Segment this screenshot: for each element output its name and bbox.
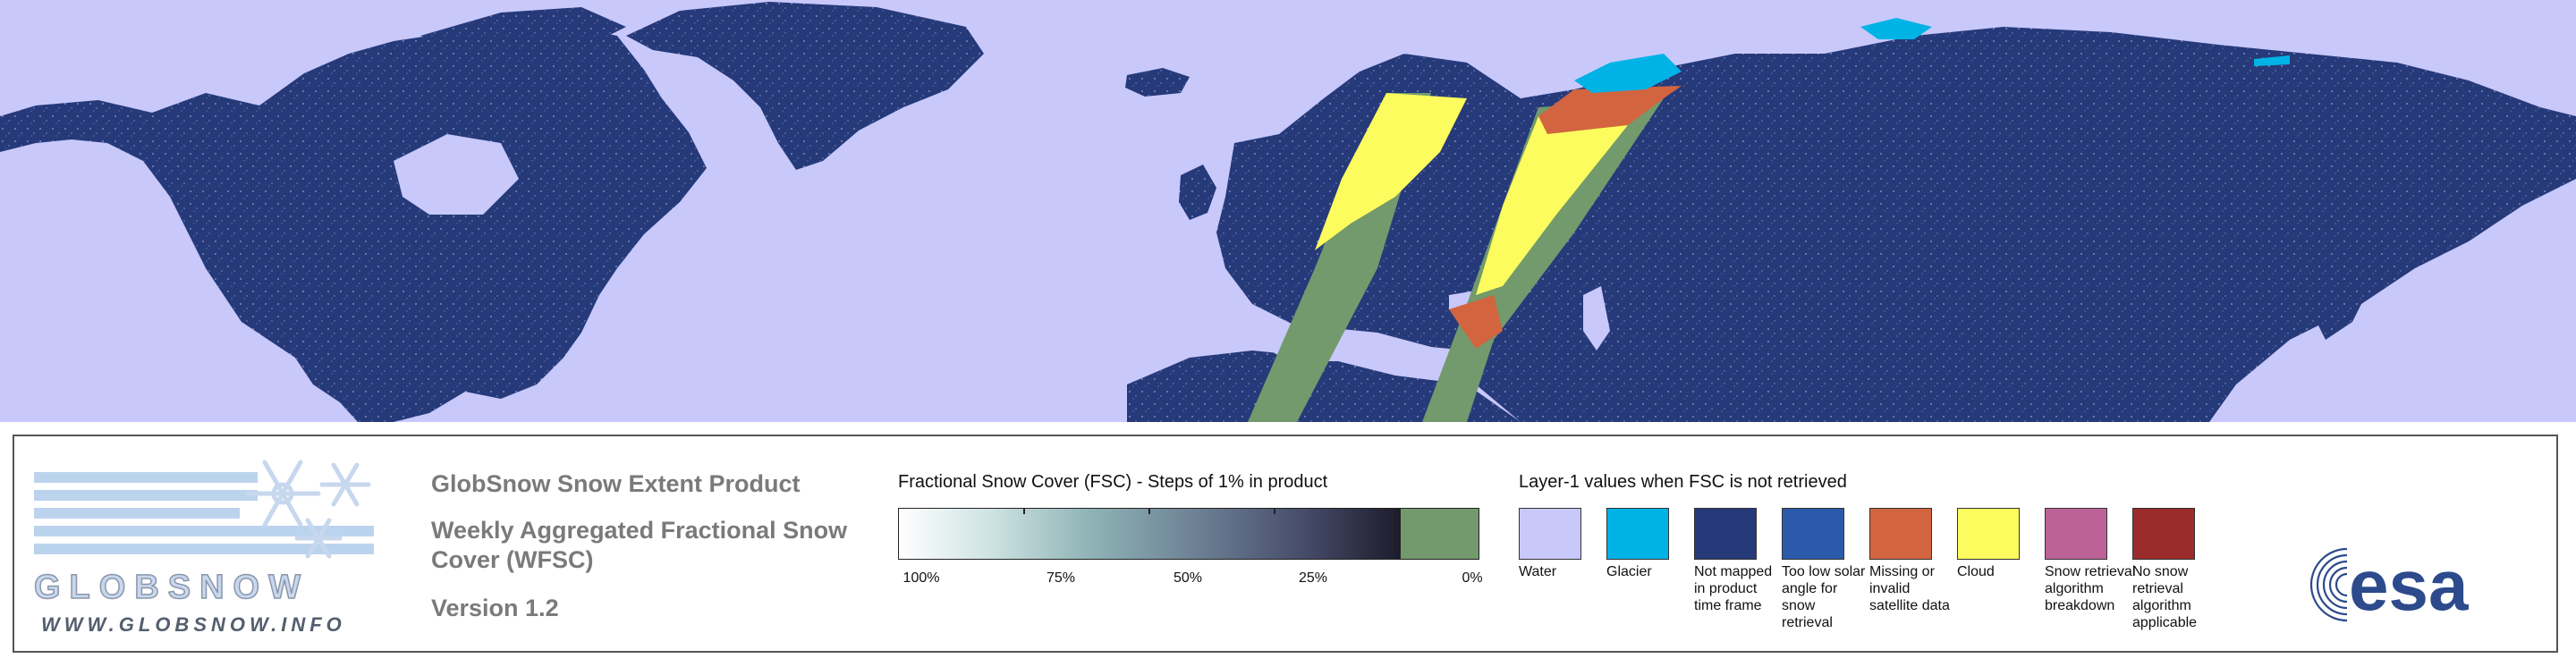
logo-stripe: [34, 526, 374, 536]
swath-east-missing: [1538, 86, 1682, 134]
glacier-franz-josef: [1860, 18, 1932, 39]
layer1-swatch: [1606, 508, 1669, 560]
layer1-swatch: [1694, 508, 1757, 560]
fsc-legend-title: Fractional Snow Cover (FSC) - Steps of 1…: [898, 472, 1328, 492]
logo-url: WWW.GLOBSNOW.INFO: [41, 613, 346, 636]
landmass-japan: [2317, 268, 2370, 340]
logo-stripe: [34, 472, 258, 483]
fsc-tick: [1023, 508, 1025, 514]
layer1-swatch-label: Water: [1519, 564, 1557, 579]
swath-missing-south: [1449, 295, 1503, 349]
fsc-tick-label: 50%: [1173, 570, 1203, 586]
fsc-tick-label: 100%: [902, 570, 940, 586]
snow-cover-map: [0, 0, 2576, 422]
map-svg: [0, 2, 2576, 422]
product-title: GlobSnow Snow Extent Product: [431, 470, 801, 497]
layer1-swatch-label: Too low solar angle for snow retrieval: [1782, 564, 1866, 630]
esa-logo: esa: [2309, 542, 2469, 631]
logo-stripe: [34, 508, 240, 519]
layer1-swatch-label: Snow retrieval algorithm breakdown: [2045, 564, 2136, 613]
layer1-swatch-label: Not mapped in product time frame: [1694, 564, 1773, 613]
layer1-swatch: [1782, 508, 1844, 560]
fsc-gradient-bar: [898, 508, 1401, 560]
layer1-legend-title: Layer-1 values when FSC is not retrieved: [1519, 472, 1847, 492]
landmass-iceland: [1125, 68, 1190, 97]
fsc-tick: [1274, 508, 1275, 514]
glacier-svalbard: [1574, 54, 1682, 93]
layer1-swatch: [1957, 508, 2020, 560]
product-title-block: GlobSnow Snow Extent Product Weekly Aggr…: [431, 470, 860, 622]
landmass-north-america: [0, 20, 707, 422]
logo-wordmark: GLOBSNOW: [33, 568, 309, 607]
product-version: Version 1.2: [431, 595, 559, 621]
layer1-swatch: [2132, 508, 2195, 560]
water-hudson-bay: [394, 134, 519, 215]
fsc-tick-label: 0%: [1462, 570, 1483, 586]
landmass-greenland: [626, 2, 984, 170]
swath-east-cloud: [1476, 116, 1628, 295]
fsc-tick-label: 25%: [1298, 570, 1328, 586]
layer1-swatch-label: Cloud: [1957, 564, 1995, 579]
landmass-british-isles: [1179, 165, 1216, 220]
layer1-swatch: [2045, 508, 2107, 560]
layer1-swatch: [1869, 508, 1932, 560]
fsc-tick-label: 75%: [1046, 570, 1076, 586]
layer1-swatch-label: Missing or invalid satellite data: [1869, 564, 1950, 613]
swath-west-cloud: [1315, 93, 1467, 250]
layer1-swatch-label: No snow retrieval algorithm applicable: [2132, 564, 2198, 630]
esa-logo-text: esa: [2349, 545, 2469, 625]
water-caspian-sea: [1583, 286, 1610, 350]
logo-stripe: [34, 490, 258, 501]
landmass-africa: [1127, 350, 1521, 422]
fsc-tick: [1148, 508, 1150, 514]
glacier-severnaya: [2254, 55, 2290, 66]
legend-panel: GLOBSNOW WWW.GLOBSNOW.INFO GlobSnow Snow…: [13, 435, 2558, 653]
logo-stripe: [34, 544, 374, 554]
layer1-swatch-label: Glacier: [1606, 564, 1652, 579]
product-subtitle: Weekly Aggregated Fractional Snow Cover …: [431, 517, 848, 573]
landmass-arctic-islands: [420, 7, 626, 54]
layer1-swatch: [1519, 508, 1581, 560]
snowflake-icon: [244, 460, 371, 559]
fsc-zero-swatch: [1401, 508, 1479, 560]
